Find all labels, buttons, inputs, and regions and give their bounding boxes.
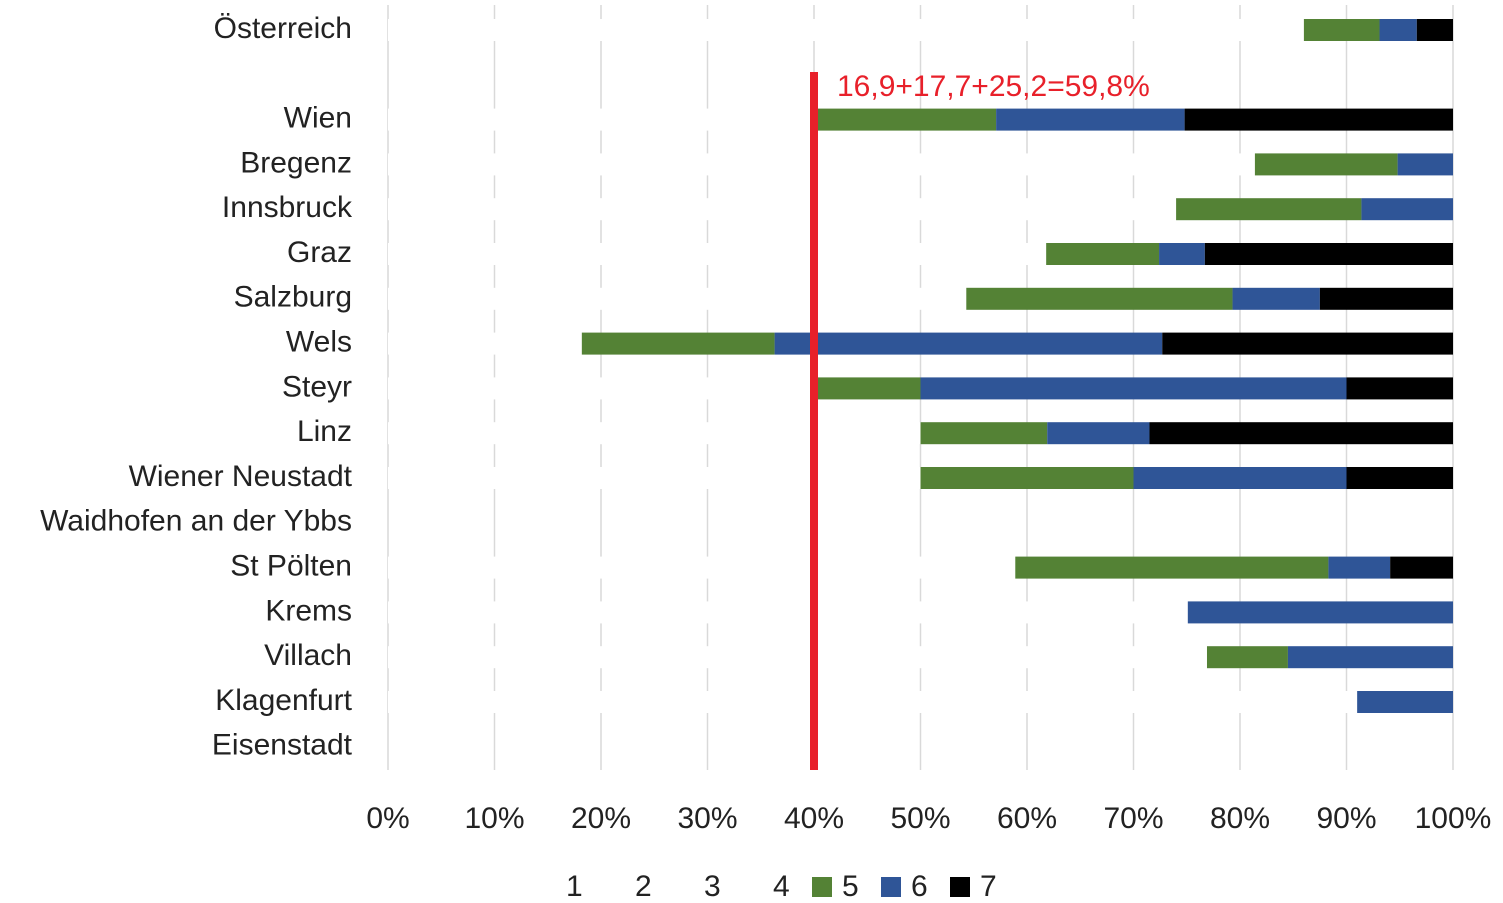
- legend-swatch: [812, 877, 832, 897]
- legend-swatch: [743, 877, 763, 897]
- bar-segment: [920, 467, 1134, 489]
- bar-segment: [388, 691, 1358, 713]
- legend-label: 7: [980, 870, 997, 903]
- bar-segment: [581, 332, 775, 355]
- bar-segment: [996, 108, 1185, 131]
- x-tick-label: 100%: [1415, 802, 1492, 835]
- y-tick-label: Eisenstadt: [212, 729, 353, 762]
- bar-segment: [1328, 556, 1391, 579]
- bar-segment: [1159, 243, 1205, 265]
- annotation: 16,9+17,7+25,2=59,8%: [837, 70, 1150, 103]
- legend-swatch: [536, 877, 556, 897]
- bar-segment: [388, 108, 817, 131]
- bar-segment: [1346, 377, 1453, 400]
- bar-segment: [388, 153, 1255, 176]
- y-tick-label: St Pölten: [230, 550, 352, 583]
- y-tick-label: Salzburg: [234, 281, 352, 314]
- y-tick-label: Österreich: [214, 12, 352, 45]
- y-tick-label: Wels: [286, 326, 352, 359]
- bar-segment: [920, 377, 1347, 400]
- x-tick-label: 30%: [677, 802, 737, 835]
- x-tick-label: 40%: [784, 802, 844, 835]
- x-tick-label: 80%: [1210, 802, 1270, 835]
- bar-segment: [920, 422, 1048, 445]
- bar-segment: [1162, 332, 1453, 355]
- bar-segment: [388, 287, 967, 310]
- legend-label: 5: [842, 870, 859, 903]
- bar-segment: [816, 108, 997, 131]
- y-tick-label: Villach: [264, 639, 352, 672]
- bar-segment: [1047, 422, 1150, 445]
- bar-segment: [388, 19, 1304, 41]
- bar-segment: [1149, 422, 1453, 445]
- bar-segment: [1232, 287, 1320, 310]
- x-tick-label: 10%: [464, 802, 524, 835]
- y-tick-label: Klagenfurt: [215, 684, 352, 717]
- legend-label: 1: [566, 870, 583, 903]
- bar-segment: [1319, 287, 1453, 310]
- bar-segment: [1416, 19, 1453, 41]
- bar-segment: [388, 422, 921, 445]
- bar-segment: [774, 332, 1163, 355]
- legend-label: 4: [773, 870, 790, 903]
- x-tick-label: 0%: [366, 802, 409, 835]
- x-tick-label: 70%: [1103, 802, 1163, 835]
- bar-segment: [1176, 198, 1362, 221]
- bar-segment: [1015, 556, 1329, 579]
- bar-segment: [1133, 467, 1347, 489]
- bar-segment: [388, 467, 921, 489]
- bar-segment: [1357, 691, 1453, 713]
- bar-segment: [966, 287, 1233, 310]
- bar-segment: [1046, 243, 1160, 265]
- bar-segment: [1254, 153, 1398, 176]
- y-tick-label: Bregenz: [240, 146, 352, 179]
- x-tick-label: 50%: [890, 802, 950, 835]
- bar-segment: [1303, 19, 1380, 41]
- bar-segment: [388, 243, 1047, 265]
- legend-swatch: [881, 877, 901, 897]
- legend-label: 3: [704, 870, 721, 903]
- x-tick-label: 20%: [571, 802, 631, 835]
- x-tick-label: 90%: [1316, 802, 1376, 835]
- y-tick-label: Wiener Neustadt: [129, 460, 353, 493]
- bar-segment: [1397, 153, 1453, 176]
- y-tick-label: Krems: [265, 594, 352, 627]
- legend-label: 2: [635, 870, 652, 903]
- bar-segment: [1287, 646, 1453, 669]
- bar-segment: [388, 646, 1207, 669]
- y-tick-label: Wien: [284, 102, 352, 135]
- y-tick-label: Steyr: [282, 370, 352, 403]
- bar-segment: [388, 332, 582, 355]
- y-tick-label: Waidhofen an der Ybbs: [40, 505, 352, 538]
- legend-swatch: [950, 877, 970, 897]
- bar-segment: [1361, 198, 1453, 221]
- bar-segment: [814, 377, 921, 400]
- y-tick-label: Graz: [287, 236, 352, 269]
- bar-segment: [1390, 556, 1453, 579]
- y-tick-label: Linz: [297, 415, 352, 448]
- bar-segment: [388, 556, 1016, 579]
- bar-segment: [1379, 19, 1417, 41]
- bar-segment: [1346, 467, 1453, 489]
- y-tick-label: Innsbruck: [222, 191, 353, 224]
- legend-swatch: [605, 877, 625, 897]
- x-tick-label: 60%: [997, 802, 1057, 835]
- bar-segment: [388, 601, 1188, 624]
- bar-segment: [1184, 108, 1453, 131]
- bar-segment: [1204, 243, 1453, 265]
- legend-label: 6: [911, 870, 928, 903]
- bar-segment: [388, 198, 1177, 221]
- legend-swatch: [674, 877, 694, 897]
- bar-segment: [388, 377, 814, 400]
- bar-segment: [1206, 646, 1288, 669]
- bar-segment: [1187, 601, 1453, 624]
